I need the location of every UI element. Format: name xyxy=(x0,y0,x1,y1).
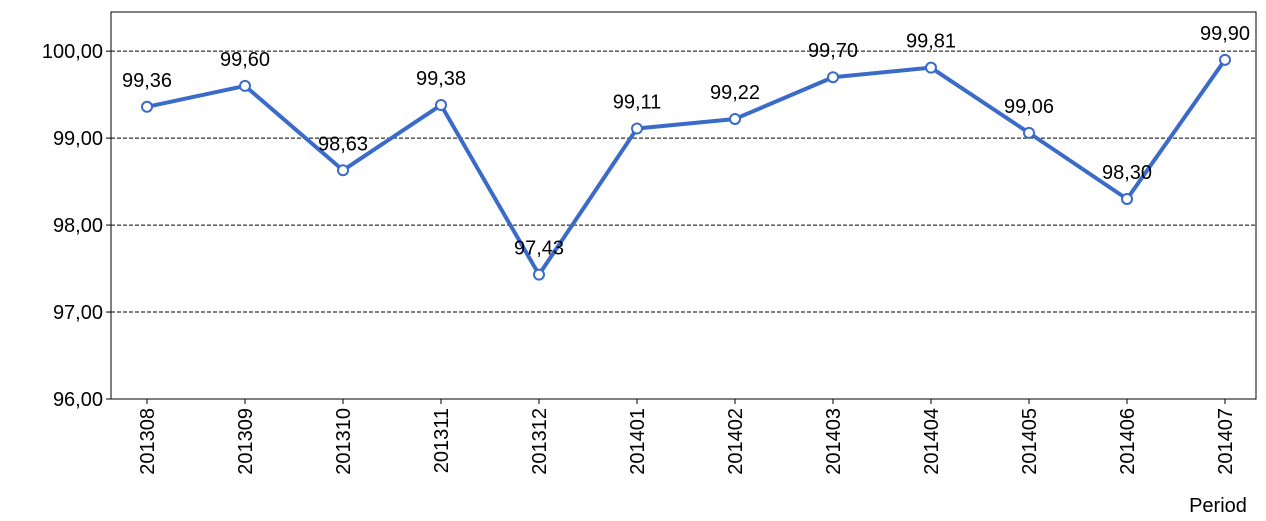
data-label: 99,70 xyxy=(808,40,858,62)
data-point xyxy=(337,164,349,177)
x-tick-label: 201404 xyxy=(921,408,943,475)
data-label: 99,06 xyxy=(1004,96,1054,118)
x-tick-label: 201402 xyxy=(725,408,747,475)
data-line xyxy=(146,58,1227,277)
x-tick-label: 201407 xyxy=(1215,408,1237,475)
x-tick-label: 201406 xyxy=(1117,408,1139,475)
data-point xyxy=(1219,53,1231,66)
x-tick-label: 201308 xyxy=(137,408,159,475)
y-tick-label: 96,00 xyxy=(53,389,103,411)
data-label: 99,81 xyxy=(906,31,956,53)
data-label: 98,30 xyxy=(1102,162,1152,184)
plot-frame xyxy=(110,11,1257,400)
data-point xyxy=(827,71,839,84)
data-label: 99,60 xyxy=(220,49,270,71)
data-point xyxy=(729,112,741,125)
data-label: 99,90 xyxy=(1200,23,1250,45)
data-point xyxy=(435,99,447,112)
x-axis-label: Period xyxy=(1189,495,1247,517)
data-point xyxy=(141,100,153,113)
data-label: 99,11 xyxy=(613,92,662,114)
x-tick-label: 201311 xyxy=(431,408,453,473)
data-label: 99,36 xyxy=(122,70,172,92)
x-tick-label: 201309 xyxy=(235,408,257,475)
x-tick-label: 201403 xyxy=(823,408,845,475)
x-tick-label: 201312 xyxy=(529,408,551,475)
y-tick-label: 100,00 xyxy=(42,41,103,63)
data-label: 99,22 xyxy=(710,82,760,104)
x-tick-label: 201401 xyxy=(627,408,649,475)
data-label: 98,63 xyxy=(318,133,368,155)
y-tick-label: 99,00 xyxy=(53,128,103,150)
data-point xyxy=(1023,126,1035,139)
y-tick-label: 97,00 xyxy=(53,302,103,324)
data-point xyxy=(631,122,643,135)
data-label: 97,43 xyxy=(514,238,564,260)
data-point xyxy=(925,61,937,74)
data-point xyxy=(533,268,545,281)
x-tick-label: 201405 xyxy=(1019,408,1041,475)
data-label: 99,38 xyxy=(416,68,466,90)
data-point xyxy=(239,79,251,92)
data-point xyxy=(1121,192,1133,205)
y-tick-label: 98,00 xyxy=(53,215,103,237)
x-tick-label: 201310 xyxy=(333,408,355,475)
